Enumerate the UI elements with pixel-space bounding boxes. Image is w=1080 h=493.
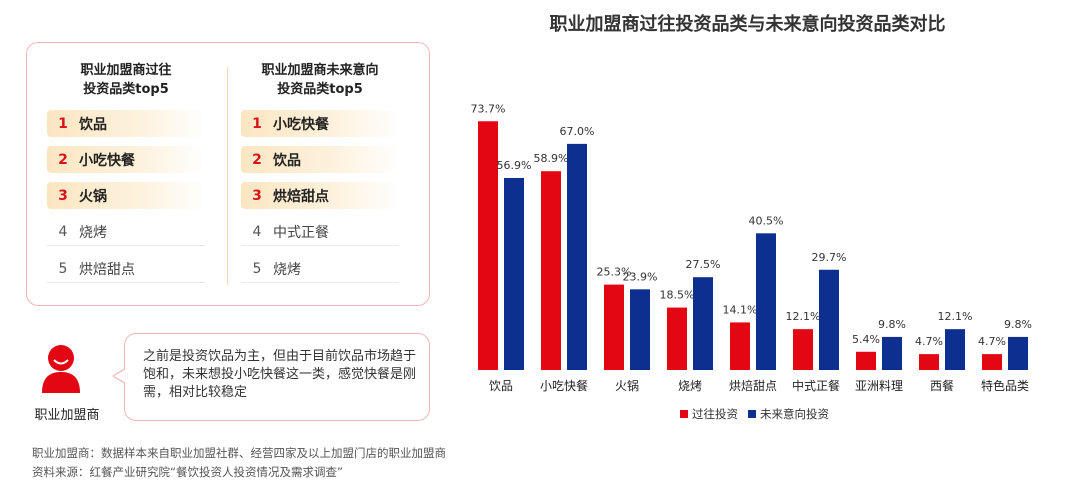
legend-swatch	[680, 410, 688, 418]
category-label: 火锅	[615, 378, 639, 393]
category-label: 烘焙甜点	[729, 378, 777, 393]
future-top5-heading: 职业加盟商未来意向 投资品类top5	[261, 63, 379, 97]
speech-bubble-text: 之前是投资饮品为主，但由于目前饮品市场趋于饱和，未来想投小吃快餐这一类，感觉快餐…	[143, 349, 417, 400]
past-rank-row: 1 饮品	[47, 110, 205, 137]
data-label: 5.4%	[852, 333, 880, 346]
past-top5-column: 职业加盟商过往 投资品类top5 1 饮品 2 小吃快餐 3 火锅 4 烧烤 5 烘焙甜点	[47, 61, 205, 283]
data-label: 56.9%	[497, 159, 532, 172]
past-rank-row: 4 烧烤	[47, 218, 205, 246]
category-label: 特色品类	[981, 378, 1029, 393]
column-divider	[227, 67, 228, 285]
speech-bubble-tail-inner	[114, 369, 126, 383]
data-label: 12.1%	[938, 310, 973, 323]
rank-category-name: 小吃快餐	[273, 116, 329, 133]
future-rank-row: 4 中式正餐	[241, 218, 399, 246]
rank-number: 1	[58, 115, 68, 132]
future-rank-row: 5 烧烤	[241, 255, 399, 283]
rank-category-name: 烧烤	[273, 261, 301, 278]
rank-number: 5	[58, 260, 68, 277]
rank-number: 4	[58, 223, 68, 240]
bar-future	[756, 233, 776, 370]
data-label: 12.1%	[786, 310, 821, 323]
bar-past	[478, 121, 498, 370]
bar-future	[693, 277, 713, 370]
footnote-sample: 职业加盟商：数据样本来自职业加盟社群、经营四家及以上加盟门店的职业加盟商	[32, 446, 446, 460]
rank-category-name: 饮品	[79, 116, 107, 133]
category-label: 饮品	[489, 379, 513, 393]
data-label: 9.8%	[878, 318, 906, 331]
data-label: 73.7%	[471, 102, 506, 115]
bar-past	[793, 329, 813, 370]
past-rank-row: 5 烘焙甜点	[47, 255, 205, 283]
top5-comparison-card: 职业加盟商过往 投资品类top5 1 饮品 2 小吃快餐 3 火锅 4 烧烤 5 烘焙甜点 职业加…	[26, 42, 430, 306]
category-label: 中式正餐	[792, 378, 840, 393]
category-label: 小吃快餐	[540, 378, 588, 393]
chart-title: 职业加盟商过往投资品类与未来意向投资品类对比	[549, 14, 946, 35]
data-label: 4.7%	[978, 335, 1006, 348]
future-top5-column: 职业加盟商未来意向 投资品类top5 1 小吃快餐 2 饮品 3 烘焙甜点 4 中式正餐 5 烧烤	[241, 61, 399, 283]
data-label: 40.5%	[749, 214, 784, 227]
data-label: 67.0%	[560, 125, 595, 138]
category-label: 烧烤	[678, 378, 702, 393]
bar-future	[504, 177, 524, 370]
bar-future	[819, 269, 839, 370]
future-rank-row: 3 烘焙甜点	[241, 182, 399, 209]
legend-label: 未来意向投资	[760, 407, 829, 421]
category-label: 亚洲料理	[855, 379, 903, 393]
data-label: 25.3%	[597, 266, 632, 279]
data-label: 58.9%	[534, 152, 569, 165]
bar-past	[541, 171, 561, 370]
bar-future	[567, 143, 587, 370]
data-label: 4.7%	[915, 335, 943, 348]
rank-number: 3	[252, 187, 262, 204]
data-label: 18.5%	[660, 289, 695, 302]
bar-past	[919, 354, 939, 370]
category-label: 西餐	[930, 378, 954, 393]
bar-future	[945, 329, 965, 370]
past-rank-row: 2 小吃快餐	[47, 146, 205, 173]
bar-past	[604, 284, 624, 370]
footnote-source: 资料来源：红餐产业研究院“餐饮投资人投资情况及需求调查”	[32, 465, 343, 479]
bar-future	[630, 289, 650, 370]
speaker-label: 职业加盟商	[34, 408, 100, 423]
rank-category-name: 烘焙甜点	[79, 261, 135, 278]
speech-bubble: 之前是投资饮品为主，但由于目前饮品市场趋于饱和，未来想投小吃快餐这一类，感觉快餐…	[124, 333, 430, 421]
bar-past	[856, 351, 876, 370]
rank-category-name: 烘焙甜点	[273, 188, 329, 205]
rank-number: 5	[252, 260, 262, 277]
data-label: 9.8%	[1004, 318, 1032, 331]
bar-past	[982, 354, 1002, 370]
future-rank-row: 2 饮品	[241, 146, 399, 173]
rank-number: 3	[58, 187, 68, 204]
rank-category-name: 烧烤	[79, 224, 107, 241]
data-label: 14.1%	[723, 303, 758, 316]
data-label: 29.7%	[812, 251, 847, 264]
bar-future	[1008, 336, 1028, 370]
future-rank-row: 1 小吃快餐	[241, 110, 399, 137]
bar-past	[667, 307, 687, 370]
rank-category-name: 火锅	[79, 188, 107, 205]
rank-number: 2	[252, 151, 262, 168]
legend-swatch	[748, 410, 756, 418]
rank-category-name: 小吃快餐	[79, 152, 135, 169]
bar-chart: 73.7% 56.9% 饮品 58.9% 67.0% 小吃快餐 25.3%23.9% 火锅 18…	[471, 102, 1032, 421]
data-label: 27.5%	[686, 258, 721, 271]
rank-number: 4	[252, 223, 262, 240]
past-top5-heading: 职业加盟商过往 投资品类top5	[80, 63, 172, 97]
bar-past	[730, 322, 750, 370]
data-label: 23.9%	[623, 270, 658, 283]
rank-number: 2	[58, 151, 68, 168]
rank-category-name: 饮品	[273, 152, 301, 169]
bar-future	[882, 336, 902, 370]
rank-category-name: 中式正餐	[273, 224, 329, 241]
rank-number: 1	[252, 115, 262, 132]
past-rank-row: 3 火锅	[47, 182, 205, 209]
person-icon	[42, 345, 80, 393]
legend-label: 过往投资	[692, 407, 738, 421]
